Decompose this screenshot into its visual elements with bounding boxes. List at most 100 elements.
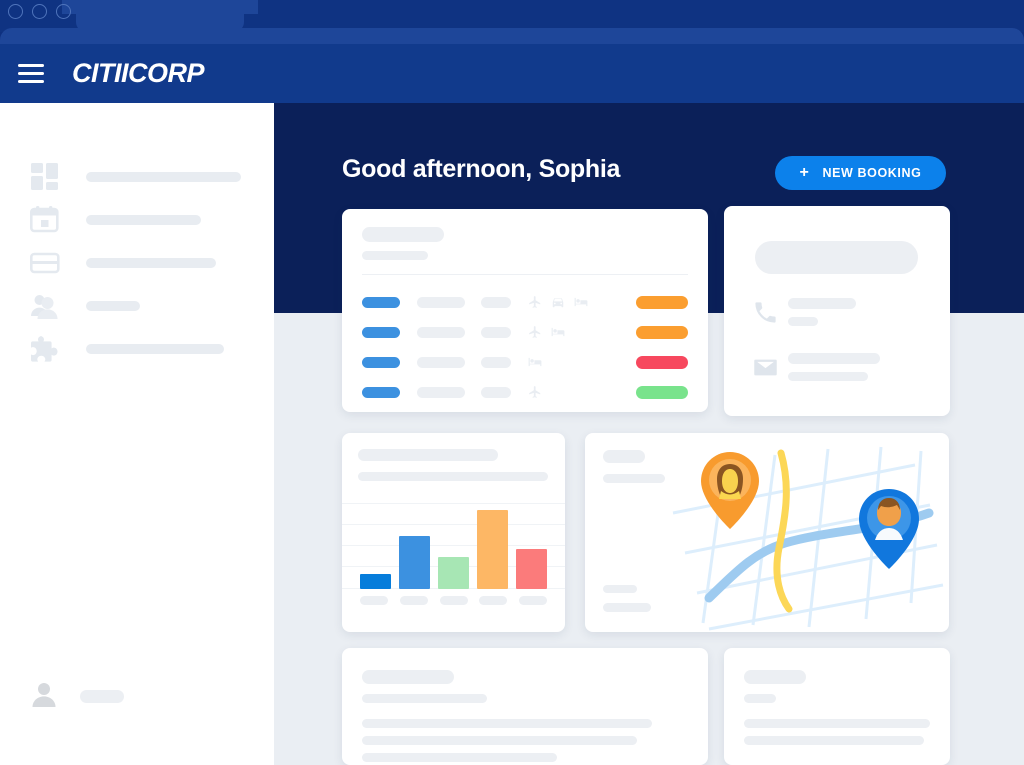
bookings-card [342,209,708,412]
booking-service-icons [527,325,599,339]
bottom-card-right [724,648,950,765]
new-booking-label: NEW BOOKING [822,166,922,180]
table-row[interactable] [362,317,688,347]
chart-card [342,433,565,632]
hamburger-icon[interactable] [18,63,44,84]
bookings-card-header [342,209,708,275]
chart-bar[interactable] [399,535,430,589]
contact-card [724,206,950,416]
chart-plot-area [342,503,565,611]
booking-service-icons [527,385,599,399]
chart-bar[interactable] [360,574,391,589]
maximize-dot[interactable] [56,4,71,19]
browser-chrome [0,0,1024,103]
table-row[interactable] [362,347,688,377]
bottom-card-line [744,719,930,728]
plane-icon [529,326,541,338]
sidebar-user[interactable] [30,680,124,713]
bookings-card-title [362,227,444,242]
sidebar-item-billing[interactable] [30,241,260,284]
booking-name-placeholder [417,356,465,368]
contact-email-row[interactable] [752,353,880,381]
booking-id-pill [362,326,400,338]
chart-bars [360,503,547,589]
x-tick [479,596,508,605]
map-title [603,450,645,463]
bottom-card-left [342,648,708,765]
route-line [773,449,793,613]
map-card-footer [603,585,651,612]
bookings-list [342,275,708,407]
booking-service-icons [527,295,599,309]
traffic-lights [8,4,71,19]
contact-phone-row[interactable] [752,298,856,326]
page-title: Good afternoon, Sophia [342,155,621,183]
chart-bar-column [360,503,391,589]
x-tick [399,596,428,605]
sidebar-item-users[interactable] [30,284,260,327]
x-tick [439,596,468,605]
table-row[interactable] [362,287,688,317]
booking-id-pill [362,296,400,308]
sidebar-item-calendar[interactable] [30,198,260,241]
bottom-card-line [362,753,557,762]
map-subtitle [603,474,665,483]
users-icon [30,291,64,321]
new-booking-button[interactable]: + NEW BOOKING [775,156,946,190]
plane-icon [529,296,541,308]
close-dot[interactable] [8,4,23,19]
status-badge [636,355,688,369]
orange-pin-woman [701,452,759,529]
booking-name-placeholder [417,296,465,308]
booking-date-placeholder [481,356,511,368]
gridline [342,503,565,504]
map-graphic [672,446,944,631]
app-header-bar: CITIICORP [0,44,1024,103]
sidebar-item-label [86,171,241,182]
chart-bar[interactable] [477,509,508,589]
plus-icon: + [799,164,810,181]
phone-icon [752,299,788,326]
map-footer-line [603,603,651,612]
chart-bar-column [438,503,469,589]
chart-bar-column [399,503,430,589]
bottom-card-line [362,736,637,745]
status-badge [636,385,688,399]
sidebar-item-integrations[interactable] [30,327,260,370]
chart-title [358,449,498,461]
brand-logo: CITIICORP [72,58,205,88]
bottom-card-title [362,670,454,684]
divider [362,274,688,275]
gridline [342,545,565,546]
car-icon [552,298,564,308]
sidebar-item-label [86,343,224,354]
chart-card-header [342,433,565,481]
booking-date-placeholder [481,326,511,338]
credit-card-icon [30,248,64,278]
table-row[interactable] [362,377,688,407]
search-input[interactable] [755,241,918,274]
sidebar-user-name [80,690,124,703]
dashboard-grid-icon [30,162,64,192]
bed-icon [528,357,542,367]
chart-bar-column [477,503,508,589]
sidebar-nav [30,155,260,370]
minimize-dot[interactable] [32,4,47,19]
bed-icon [574,297,588,307]
bottom-card-right-body [724,648,950,745]
blue-pin-man [859,489,919,569]
bottom-card-line [744,736,924,745]
bottom-card-left-body [342,648,708,762]
sidebar-item-dashboard[interactable] [30,155,260,198]
chart-bar[interactable] [516,549,547,589]
map-card[interactable] [585,433,949,632]
booking-id-pill [362,386,400,398]
status-badge [636,325,688,339]
booking-service-icons [527,355,599,369]
sidebar [0,103,274,765]
bottom-card-line [362,719,652,728]
bottom-card-subtitle [744,694,776,703]
puzzle-piece-icon [30,334,64,364]
chart-bar[interactable] [438,557,469,589]
